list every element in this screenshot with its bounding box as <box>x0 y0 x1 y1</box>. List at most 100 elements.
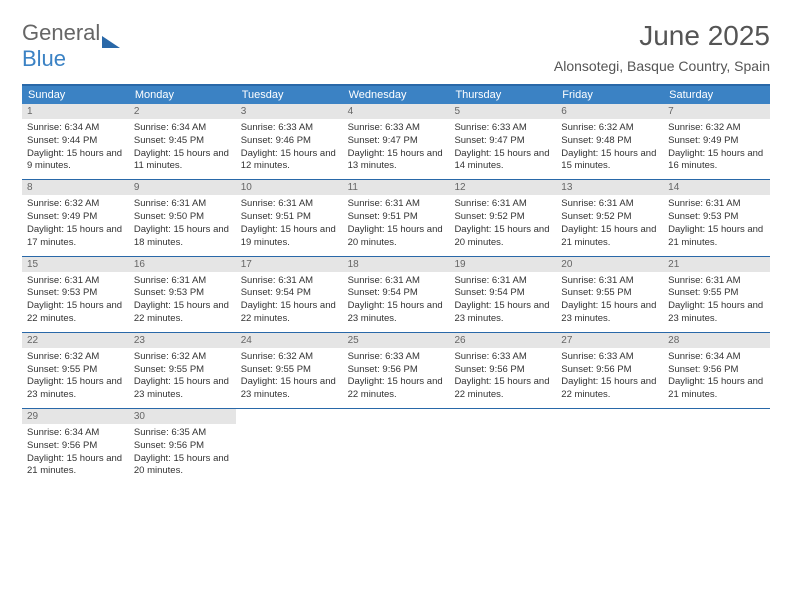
day-details: Sunrise: 6:33 AMSunset: 9:46 PMDaylight:… <box>236 119 343 179</box>
sunrise-text: Sunrise: 6:31 AM <box>561 198 658 211</box>
daylight-text: Daylight: 15 hours and 14 minutes. <box>454 148 551 174</box>
sunset-text: Sunset: 9:56 PM <box>668 364 765 377</box>
day-cell: 1Sunrise: 6:34 AMSunset: 9:44 PMDaylight… <box>22 104 129 179</box>
day-number: 8 <box>22 180 129 195</box>
day-cell: 6Sunrise: 6:32 AMSunset: 9:48 PMDaylight… <box>556 104 663 179</box>
day-number: 24 <box>236 333 343 348</box>
sunset-text: Sunset: 9:53 PM <box>134 287 231 300</box>
dow-saturday: Saturday <box>663 86 770 104</box>
sunrise-text: Sunrise: 6:32 AM <box>134 351 231 364</box>
day-number: 20 <box>556 257 663 272</box>
sunrise-text: Sunrise: 6:31 AM <box>27 275 124 288</box>
sunset-text: Sunset: 9:49 PM <box>668 135 765 148</box>
sunset-text: Sunset: 9:53 PM <box>668 211 765 224</box>
sunrise-text: Sunrise: 6:33 AM <box>348 351 445 364</box>
sunrise-text: Sunrise: 6:32 AM <box>27 198 124 211</box>
daylight-text: Daylight: 15 hours and 20 minutes. <box>454 224 551 250</box>
day-cell: 14Sunrise: 6:31 AMSunset: 9:53 PMDayligh… <box>663 180 770 255</box>
day-details: Sunrise: 6:34 AMSunset: 9:56 PMDaylight:… <box>663 348 770 408</box>
day-details: Sunrise: 6:31 AMSunset: 9:53 PMDaylight:… <box>663 195 770 255</box>
sunrise-text: Sunrise: 6:31 AM <box>668 198 765 211</box>
day-number: 26 <box>449 333 556 348</box>
sunrise-text: Sunrise: 6:34 AM <box>27 427 124 440</box>
day-number: 22 <box>22 333 129 348</box>
day-details: Sunrise: 6:31 AMSunset: 9:54 PMDaylight:… <box>236 272 343 332</box>
sunrise-text: Sunrise: 6:32 AM <box>27 351 124 364</box>
daylight-text: Daylight: 15 hours and 22 minutes. <box>561 376 658 402</box>
daylight-text: Daylight: 15 hours and 23 minutes. <box>561 300 658 326</box>
daylight-text: Daylight: 15 hours and 17 minutes. <box>27 224 124 250</box>
month-title: June 2025 <box>554 20 770 52</box>
daylight-text: Daylight: 15 hours and 23 minutes. <box>454 300 551 326</box>
week-row: 29Sunrise: 6:34 AMSunset: 9:56 PMDayligh… <box>22 409 770 484</box>
daylight-text: Daylight: 15 hours and 21 minutes. <box>561 224 658 250</box>
day-cell: 22Sunrise: 6:32 AMSunset: 9:55 PMDayligh… <box>22 333 129 408</box>
sunrise-text: Sunrise: 6:31 AM <box>241 198 338 211</box>
day-cell: 21Sunrise: 6:31 AMSunset: 9:55 PMDayligh… <box>663 257 770 332</box>
day-cell: 23Sunrise: 6:32 AMSunset: 9:55 PMDayligh… <box>129 333 236 408</box>
sunrise-text: Sunrise: 6:31 AM <box>668 275 765 288</box>
sunrise-text: Sunrise: 6:31 AM <box>454 275 551 288</box>
sunset-text: Sunset: 9:47 PM <box>454 135 551 148</box>
sunrise-text: Sunrise: 6:33 AM <box>348 122 445 135</box>
day-details: Sunrise: 6:34 AMSunset: 9:45 PMDaylight:… <box>129 119 236 179</box>
sunset-text: Sunset: 9:48 PM <box>561 135 658 148</box>
day-number: 23 <box>129 333 236 348</box>
day-details: Sunrise: 6:31 AMSunset: 9:52 PMDaylight:… <box>449 195 556 255</box>
day-cell: 13 Sunrise: 6:31 AMSunset: 9:52 PMDayligh… <box>556 180 663 255</box>
day-number: 6 <box>556 104 663 119</box>
sunset-text: Sunset: 9:55 PM <box>241 364 338 377</box>
day-cell <box>449 409 556 484</box>
logo-text-blue: Blue <box>22 46 66 71</box>
sunset-text: Sunset: 9:55 PM <box>561 287 658 300</box>
day-details: Sunrise: 6:31 AMSunset: 9:51 PMDaylight:… <box>343 195 450 255</box>
day-number: 7 <box>663 104 770 119</box>
daylight-text: Daylight: 15 hours and 22 minutes. <box>27 300 124 326</box>
day-cell: 10Sunrise: 6:31 AMSunset: 9:51 PMDayligh… <box>236 180 343 255</box>
day-cell: 5Sunrise: 6:33 AMSunset: 9:47 PMDaylight… <box>449 104 556 179</box>
daylight-text: Daylight: 15 hours and 18 minutes. <box>134 224 231 250</box>
day-number: 15 <box>22 257 129 272</box>
day-details: Sunrise: 6:33 AMSunset: 9:56 PMDaylight:… <box>343 348 450 408</box>
day-cell: 2Sunrise: 6:34 AMSunset: 9:45 PMDaylight… <box>129 104 236 179</box>
sunrise-text: Sunrise: 6:33 AM <box>241 122 338 135</box>
day-number: 25 <box>343 333 450 348</box>
sunrise-text: Sunrise: 6:34 AM <box>668 351 765 364</box>
calendar: Sunday Monday Tuesday Wednesday Thursday… <box>22 84 770 484</box>
day-cell: 26Sunrise: 6:33 AMSunset: 9:56 PMDayligh… <box>449 333 556 408</box>
sunset-text: Sunset: 9:52 PM <box>561 211 658 224</box>
daylight-text: Daylight: 15 hours and 22 minutes. <box>454 376 551 402</box>
day-number: 21 <box>663 257 770 272</box>
sunset-text: Sunset: 9:54 PM <box>241 287 338 300</box>
dow-wednesday: Wednesday <box>343 86 450 104</box>
sunrise-text: Sunrise: 6:31 AM <box>561 275 658 288</box>
day-number: 4 <box>343 104 450 119</box>
daylight-text: Daylight: 15 hours and 20 minutes. <box>134 453 231 479</box>
logo-text-general: General <box>22 20 100 45</box>
sunset-text: Sunset: 9:44 PM <box>27 135 124 148</box>
day-cell: 15Sunrise: 6:31 AMSunset: 9:53 PMDayligh… <box>22 257 129 332</box>
day-number: 13 <box>556 180 663 195</box>
day-number: 18 <box>343 257 450 272</box>
day-number: 28 <box>663 333 770 348</box>
week-row: 22 Sunrise: 6:32 AM Sunset: 9:55 PM Dayligh… <box>22 333 770 409</box>
day-cell: 7Sunrise: 6:32 AMSunset: 9:49 PMDaylight… <box>663 104 770 179</box>
day-number: 9 <box>129 180 236 195</box>
day-number: 5 <box>449 104 556 119</box>
weeks-container: 1Sunrise: 6:34 AMSunset: 9:44 PMDaylight… <box>22 104 770 484</box>
sunset-text: Sunset: 9:47 PM <box>348 135 445 148</box>
sunset-text: Sunset: 9:49 PM <box>27 211 124 224</box>
day-cell <box>556 409 663 484</box>
day-details: Sunrise: 6:31 AMSunset: 9:54 PMDaylight:… <box>343 272 450 332</box>
daylight-text: Daylight: 15 hours and 11 minutes. <box>134 148 231 174</box>
day-cell: 30Sunrise: 6:35 AMSunset: 9:56 PMDayligh… <box>129 409 236 484</box>
day-details: Sunrise: 6:31 AMSunset: 9:53 PMDaylight:… <box>22 272 129 332</box>
daylight-text: Daylight: 15 hours and 20 minutes. <box>348 224 445 250</box>
sunset-text: Sunset: 9:51 PM <box>348 211 445 224</box>
day-of-week-header: Sunday Monday Tuesday Wednesday Thursday… <box>22 86 770 104</box>
daylight-text: Daylight: 15 hours and 23 minutes. <box>27 376 124 402</box>
sunrise-text: Sunrise: 6:34 AM <box>134 122 231 135</box>
day-cell <box>236 409 343 484</box>
sunrise-text: Sunrise: 6:31 AM <box>348 275 445 288</box>
week-row: 8Sunrise: 6:32 AMSunset: 9:49 PMDaylight… <box>22 180 770 256</box>
